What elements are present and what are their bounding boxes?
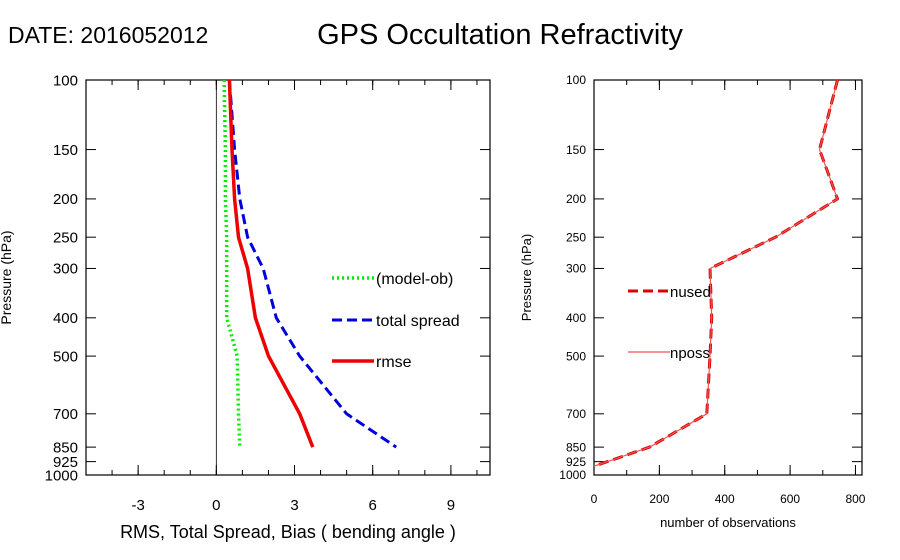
y-tick-label: 150 [566,143,586,157]
series-line-nposs [593,79,839,467]
legend: nused nposs [628,284,711,362]
x-tick-label: 800 [845,492,865,506]
plot-frame [85,79,491,476]
y-axis-label: Pressure (hPa) [0,230,14,324]
chart-title: GPS Occultation Refractivity [317,19,683,51]
legend-label: nused [670,284,711,301]
y-tick-label: 500 [53,348,78,365]
y-tick-label: 700 [53,406,78,423]
y-tick-label: 850 [53,439,78,456]
y-tick-label: 925 [53,454,78,471]
legend-label: (model-ob) [376,271,453,288]
x-tick-label: -3 [131,497,144,514]
plot-frame [593,79,863,476]
legend-label: rmse [376,354,412,371]
y-tick-label: 150 [53,142,78,159]
y-tick-label: 1000 [559,468,586,482]
y-tick-label: 400 [53,310,78,327]
legend: (model-ob) total spread rmse [332,271,460,371]
legend-label: nposs [670,345,710,362]
y-tick-label: 250 [566,230,586,244]
date-label: DATE: 2016052012 [8,22,209,48]
y-tick-label: 250 [53,229,78,246]
x-tick-label: 400 [715,492,735,506]
series-line-rmse [227,79,315,448]
y-tick-label: 500 [566,349,586,363]
x-tick-label: 3 [290,497,298,514]
y-tick-label: 300 [53,261,78,278]
x-tick-label: 6 [369,497,377,514]
series-line--model-ob- [222,79,242,448]
y-tick-label: 1000 [45,467,78,484]
y-tick-label: 925 [566,455,586,469]
x-tick-label: 9 [447,497,455,514]
y-tick-label: 200 [53,191,78,208]
series-line-total-spread [227,79,398,449]
y-tick-label: 700 [566,407,586,421]
legend-label: total spread [376,313,460,330]
x-tick-label: 0 [212,497,220,514]
y-axis-label: Pressure (hPa) [519,234,534,321]
x-axis-label: number of observations [660,515,796,530]
y-tick-label: 400 [566,311,586,325]
y-tick-label: 200 [566,192,586,206]
x-tick-label: 600 [780,492,800,506]
x-tick-label: 0 [591,492,598,506]
x-axis-label: RMS, Total Spread, Bias ( bending angle … [120,522,456,542]
y-tick-label: 850 [566,440,586,454]
y-tick-label: 300 [566,262,586,276]
series-line-nused [593,79,839,468]
y-tick-label: 100 [53,72,78,89]
y-tick-label: 100 [566,73,586,87]
x-tick-label: 200 [649,492,669,506]
